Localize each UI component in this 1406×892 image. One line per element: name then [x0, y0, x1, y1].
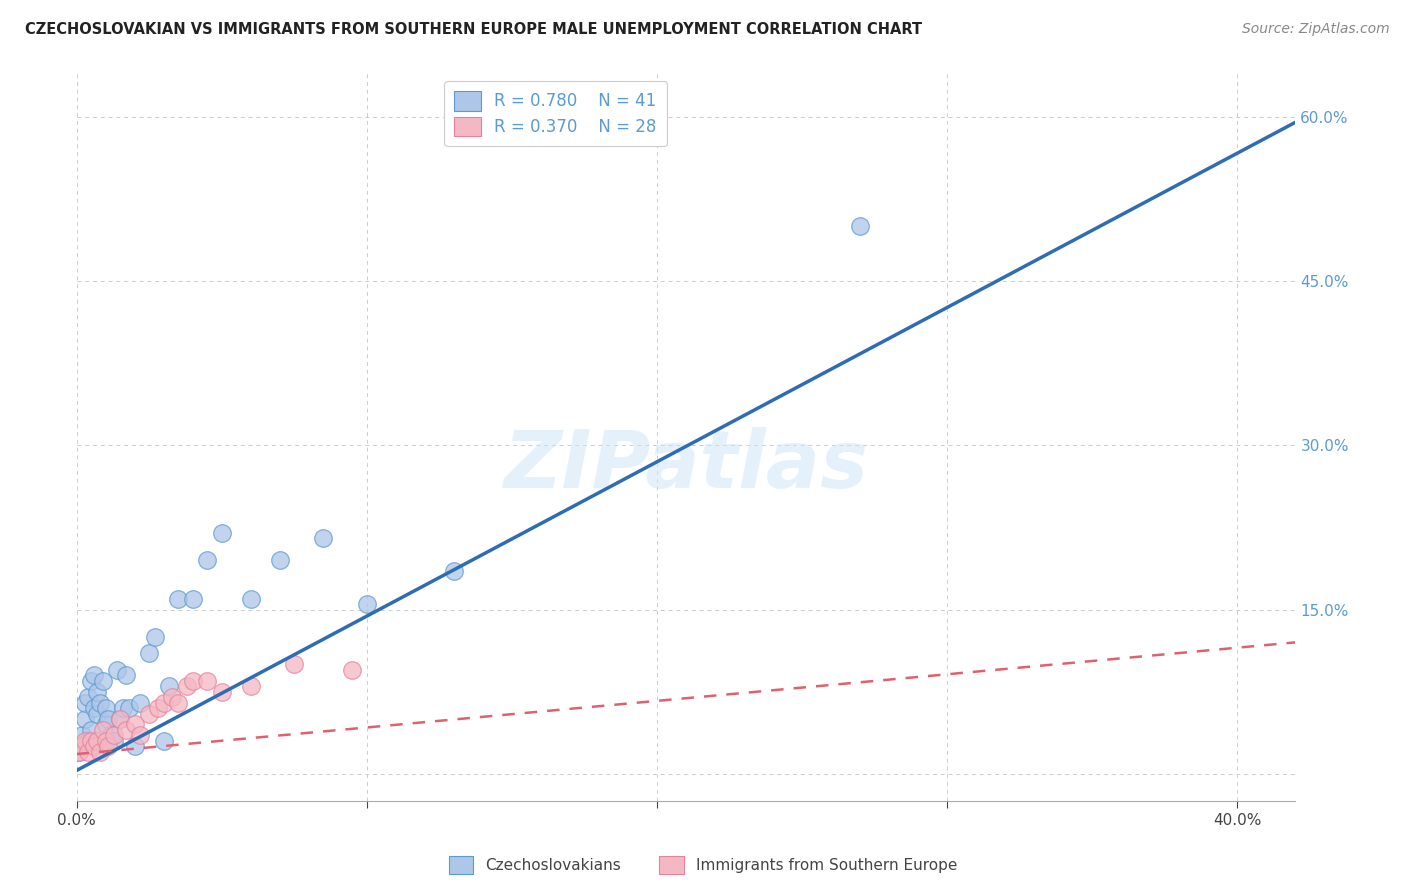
- Point: [94, 734, 117, 748]
- Point: [83, 701, 105, 715]
- Point: [211, 684, 233, 698]
- Point: [239, 591, 262, 606]
- Point: [239, 679, 262, 693]
- Point: [143, 630, 166, 644]
- Point: [89, 745, 111, 759]
- Point: [108, 712, 131, 726]
- Point: [72, 739, 94, 754]
- Point: [72, 728, 94, 742]
- Point: [443, 564, 465, 578]
- Point: [77, 734, 100, 748]
- Point: [115, 668, 138, 682]
- Point: [86, 734, 108, 748]
- Point: [97, 712, 120, 726]
- Point: [80, 673, 103, 688]
- Point: [162, 690, 184, 705]
- Point: [129, 728, 152, 742]
- Point: [83, 739, 105, 754]
- Point: [283, 657, 305, 672]
- Point: [83, 668, 105, 682]
- Point: [103, 734, 125, 748]
- Point: [146, 701, 169, 715]
- Point: [138, 646, 160, 660]
- Point: [195, 553, 218, 567]
- Point: [91, 723, 114, 737]
- Point: [124, 717, 146, 731]
- Point: [124, 739, 146, 754]
- Point: [211, 525, 233, 540]
- Point: [312, 532, 335, 546]
- Point: [181, 673, 204, 688]
- Text: Source: ZipAtlas.com: Source: ZipAtlas.com: [1241, 22, 1389, 37]
- Point: [80, 734, 103, 748]
- Point: [94, 717, 117, 731]
- Point: [159, 679, 181, 693]
- Point: [75, 712, 97, 726]
- Point: [152, 696, 174, 710]
- Point: [103, 728, 125, 742]
- Point: [269, 553, 291, 567]
- Point: [129, 696, 152, 710]
- Legend: R = 0.780    N = 41, R = 0.370    N = 28: R = 0.780 N = 41, R = 0.370 N = 28: [444, 81, 666, 146]
- Point: [80, 723, 103, 737]
- Point: [75, 696, 97, 710]
- Point: [89, 696, 111, 710]
- Point: [356, 597, 378, 611]
- Point: [72, 739, 94, 754]
- Point: [849, 219, 872, 234]
- Point: [115, 723, 138, 737]
- Point: [138, 706, 160, 721]
- Point: [152, 734, 174, 748]
- Point: [195, 673, 218, 688]
- Text: CZECHOSLOVAKIAN VS IMMIGRANTS FROM SOUTHERN EUROPE MALE UNEMPLOYMENT CORRELATION: CZECHOSLOVAKIAN VS IMMIGRANTS FROM SOUTH…: [25, 22, 922, 37]
- Point: [69, 745, 91, 759]
- Point: [77, 745, 100, 759]
- Point: [100, 728, 122, 742]
- Point: [86, 684, 108, 698]
- Legend: Czechoslovakians, Immigrants from Southern Europe: Czechoslovakians, Immigrants from Southe…: [443, 850, 963, 880]
- Text: ZIPatlas: ZIPatlas: [503, 427, 869, 505]
- Point: [75, 734, 97, 748]
- Point: [111, 701, 134, 715]
- Point: [118, 701, 141, 715]
- Point: [176, 679, 198, 693]
- Point: [108, 712, 131, 726]
- Point: [167, 591, 190, 606]
- Point: [181, 591, 204, 606]
- Point: [167, 696, 190, 710]
- Point: [105, 663, 128, 677]
- Point: [97, 739, 120, 754]
- Point: [94, 701, 117, 715]
- Point: [86, 706, 108, 721]
- Point: [342, 663, 364, 677]
- Point: [91, 673, 114, 688]
- Point: [77, 690, 100, 705]
- Point: [69, 745, 91, 759]
